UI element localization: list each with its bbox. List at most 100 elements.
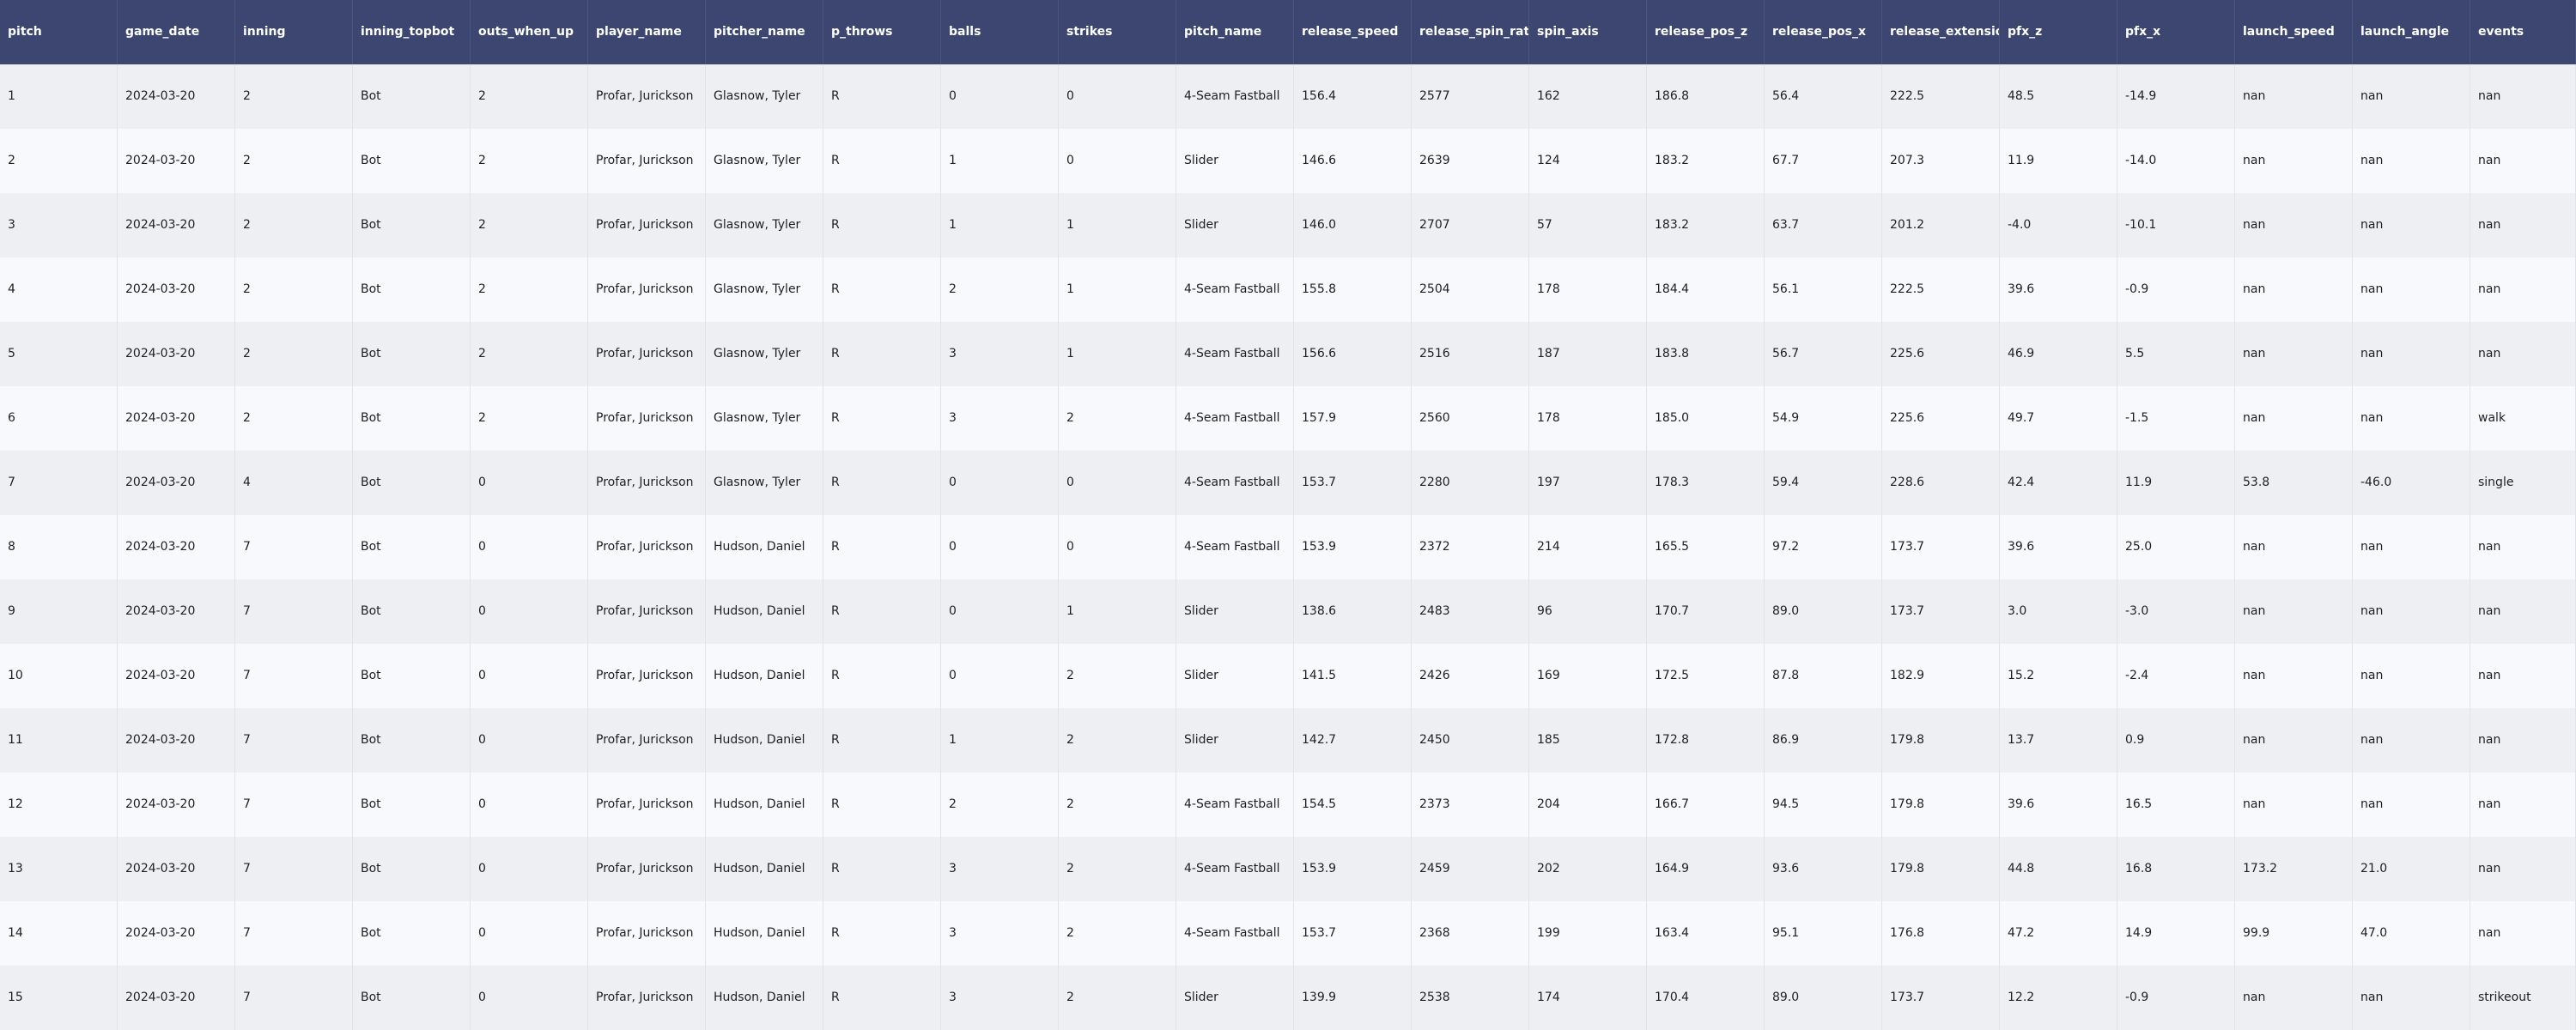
column-header-release-spin-rate[interactable]: release_spin_rate bbox=[1412, 0, 1529, 64]
cell-outs-when-up: 2 bbox=[471, 64, 588, 129]
cell-release-pos-x: 97.2 bbox=[1765, 515, 1882, 579]
table-row[interactable]: 6 2024-03-20 2 Bot 2 Profar, Jurickson Glasnow… bbox=[0, 386, 2576, 451]
cell-inning-topbot: Bot bbox=[353, 193, 471, 258]
cell-release-spin-rate: 2560 bbox=[1412, 386, 1529, 451]
cell-inning: 7 bbox=[235, 579, 353, 644]
cell-inning-topbot: Bot bbox=[353, 515, 471, 579]
table-row[interactable]: 2 2024-03-20 2 Bot 2 Profar, Jurickson Glasnow… bbox=[0, 129, 2576, 193]
cell-events: nan bbox=[2470, 129, 2576, 193]
cell-pitch: 6 bbox=[0, 386, 118, 451]
cell-pitch: 13 bbox=[0, 837, 118, 901]
cell-pitcher-name: Glasnow, Tyler bbox=[706, 129, 823, 193]
cell-inning: 7 bbox=[235, 901, 353, 966]
column-header-pitch-name[interactable]: pitch_name bbox=[1176, 0, 1294, 64]
cell-strikes: 1 bbox=[1059, 322, 1176, 386]
cell-game-date: 2024-03-20 bbox=[118, 386, 235, 451]
column-header-inning[interactable]: inning bbox=[235, 0, 353, 64]
cell-pfx-z: 47.2 bbox=[2000, 901, 2117, 966]
table-row[interactable]: 3 2024-03-20 2 Bot 2 Profar, Jurickson Glasnow… bbox=[0, 193, 2576, 258]
cell-launch-angle: nan bbox=[2353, 644, 2470, 708]
cell-release-extension: 225.6 bbox=[1882, 322, 2000, 386]
table-row[interactable]: 4 2024-03-20 2 Bot 2 Profar, Jurickson Glasnow… bbox=[0, 258, 2576, 322]
table-row[interactable]: 9 2024-03-20 7 Bot 0 Profar, Jurickson Hudson,… bbox=[0, 579, 2576, 644]
cell-pitch: 11 bbox=[0, 708, 118, 772]
cell-release-extension: 222.5 bbox=[1882, 64, 2000, 129]
column-header-launch-speed[interactable]: launch_speed bbox=[2235, 0, 2353, 64]
cell-balls: 1 bbox=[941, 708, 1059, 772]
cell-release-pos-x: 89.0 bbox=[1765, 579, 1882, 644]
table-row[interactable]: 13 2024-03-20 7 Bot 0 Profar, Jurickson Hudson… bbox=[0, 837, 2576, 901]
cell-release-spin-rate: 2373 bbox=[1412, 772, 1529, 837]
cell-inning: 2 bbox=[235, 386, 353, 451]
cell-pfx-x: -14.9 bbox=[2117, 64, 2235, 129]
cell-pfx-x: 25.0 bbox=[2117, 515, 2235, 579]
cell-strikes: 2 bbox=[1059, 708, 1176, 772]
table-row[interactable]: 14 2024-03-20 7 Bot 0 Profar, Jurickson Hudson… bbox=[0, 901, 2576, 966]
table-row[interactable]: 11 2024-03-20 7 Bot 0 Profar, Jurickson Hudson… bbox=[0, 708, 2576, 772]
column-header-outs-when-up[interactable]: outs_when_up bbox=[471, 0, 588, 64]
cell-spin-axis: 178 bbox=[1529, 386, 1647, 451]
column-header-release-pos-z[interactable]: release_pos_z bbox=[1647, 0, 1765, 64]
cell-release-speed: 139.9 bbox=[1294, 966, 1412, 1030]
column-header-p-throws[interactable]: p_throws bbox=[823, 0, 941, 64]
column-header-launch-angle[interactable]: launch_angle bbox=[2353, 0, 2470, 64]
column-header-spin-axis[interactable]: spin_axis bbox=[1529, 0, 1647, 64]
cell-outs-when-up: 2 bbox=[471, 258, 588, 322]
column-header-pitcher-name[interactable]: pitcher_name bbox=[706, 0, 823, 64]
cell-player-name: Profar, Jurickson bbox=[588, 644, 706, 708]
cell-pitch: 2 bbox=[0, 129, 118, 193]
cell-launch-angle: nan bbox=[2353, 386, 2470, 451]
cell-pitcher-name: Glasnow, Tyler bbox=[706, 386, 823, 451]
cell-player-name: Profar, Jurickson bbox=[588, 966, 706, 1030]
cell-release-speed: 141.5 bbox=[1294, 644, 1412, 708]
cell-pitch-name: 4-Seam Fastball bbox=[1176, 64, 1294, 129]
column-header-pfx-z[interactable]: pfx_z bbox=[2000, 0, 2117, 64]
cell-release-pos-x: 63.7 bbox=[1765, 193, 1882, 258]
cell-inning-topbot: Bot bbox=[353, 901, 471, 966]
cell-release-pos-z: 172.8 bbox=[1647, 708, 1765, 772]
column-header-strikes[interactable]: strikes bbox=[1059, 0, 1176, 64]
cell-release-pos-z: 183.2 bbox=[1647, 193, 1765, 258]
table-row[interactable]: 15 2024-03-20 7 Bot 0 Profar, Jurickson Hudson… bbox=[0, 966, 2576, 1030]
cell-game-date: 2024-03-20 bbox=[118, 129, 235, 193]
column-header-pfx-x[interactable]: pfx_x bbox=[2117, 0, 2235, 64]
column-header-release-extension[interactable]: release_extension bbox=[1882, 0, 2000, 64]
cell-spin-axis: 169 bbox=[1529, 644, 1647, 708]
column-header-inning-topbot[interactable]: inning_topbot bbox=[353, 0, 471, 64]
cell-balls: 3 bbox=[941, 837, 1059, 901]
cell-inning: 2 bbox=[235, 129, 353, 193]
column-header-game-date[interactable]: game_date bbox=[118, 0, 235, 64]
table-row[interactable]: 10 2024-03-20 7 Bot 0 Profar, Jurickson Hudson… bbox=[0, 644, 2576, 708]
table-row[interactable]: 12 2024-03-20 7 Bot 0 Profar, Jurickson Hudson… bbox=[0, 772, 2576, 837]
cell-release-extension: 222.5 bbox=[1882, 258, 2000, 322]
column-header-pitch[interactable]: pitch bbox=[0, 0, 118, 64]
cell-pfx-x: 5.5 bbox=[2117, 322, 2235, 386]
column-header-events[interactable]: events bbox=[2470, 0, 2576, 64]
cell-launch-speed: nan bbox=[2235, 129, 2353, 193]
cell-pitch-name: 4-Seam Fastball bbox=[1176, 322, 1294, 386]
cell-p-throws: R bbox=[823, 322, 941, 386]
cell-inning-topbot: Bot bbox=[353, 64, 471, 129]
cell-release-spin-rate: 2577 bbox=[1412, 64, 1529, 129]
table-row[interactable]: 1 2024-03-20 2 Bot 2 Profar, Jurickson Glasnow… bbox=[0, 64, 2576, 129]
column-header-release-speed[interactable]: release_speed bbox=[1294, 0, 1412, 64]
cell-outs-when-up: 0 bbox=[471, 579, 588, 644]
cell-spin-axis: 197 bbox=[1529, 451, 1647, 515]
cell-release-pos-x: 86.9 bbox=[1765, 708, 1882, 772]
cell-pfx-z: 46.9 bbox=[2000, 322, 2117, 386]
column-header-release-pos-x[interactable]: release_pos_x bbox=[1765, 0, 1882, 64]
cell-balls: 3 bbox=[941, 901, 1059, 966]
cell-release-speed: 146.0 bbox=[1294, 193, 1412, 258]
cell-p-throws: R bbox=[823, 901, 941, 966]
cell-strikes: 2 bbox=[1059, 386, 1176, 451]
table-row[interactable]: 5 2024-03-20 2 Bot 2 Profar, Jurickson Glasnow… bbox=[0, 322, 2576, 386]
cell-pitch: 3 bbox=[0, 193, 118, 258]
cell-launch-speed: 53.8 bbox=[2235, 451, 2353, 515]
column-header-player-name[interactable]: player_name bbox=[588, 0, 706, 64]
table-row[interactable]: 7 2024-03-20 4 Bot 0 Profar, Jurickson Glasnow… bbox=[0, 451, 2576, 515]
cell-game-date: 2024-03-20 bbox=[118, 579, 235, 644]
cell-game-date: 2024-03-20 bbox=[118, 322, 235, 386]
table-row[interactable]: 8 2024-03-20 7 Bot 0 Profar, Jurickson Hudson,… bbox=[0, 515, 2576, 579]
cell-inning: 7 bbox=[235, 837, 353, 901]
column-header-balls[interactable]: balls bbox=[941, 0, 1059, 64]
